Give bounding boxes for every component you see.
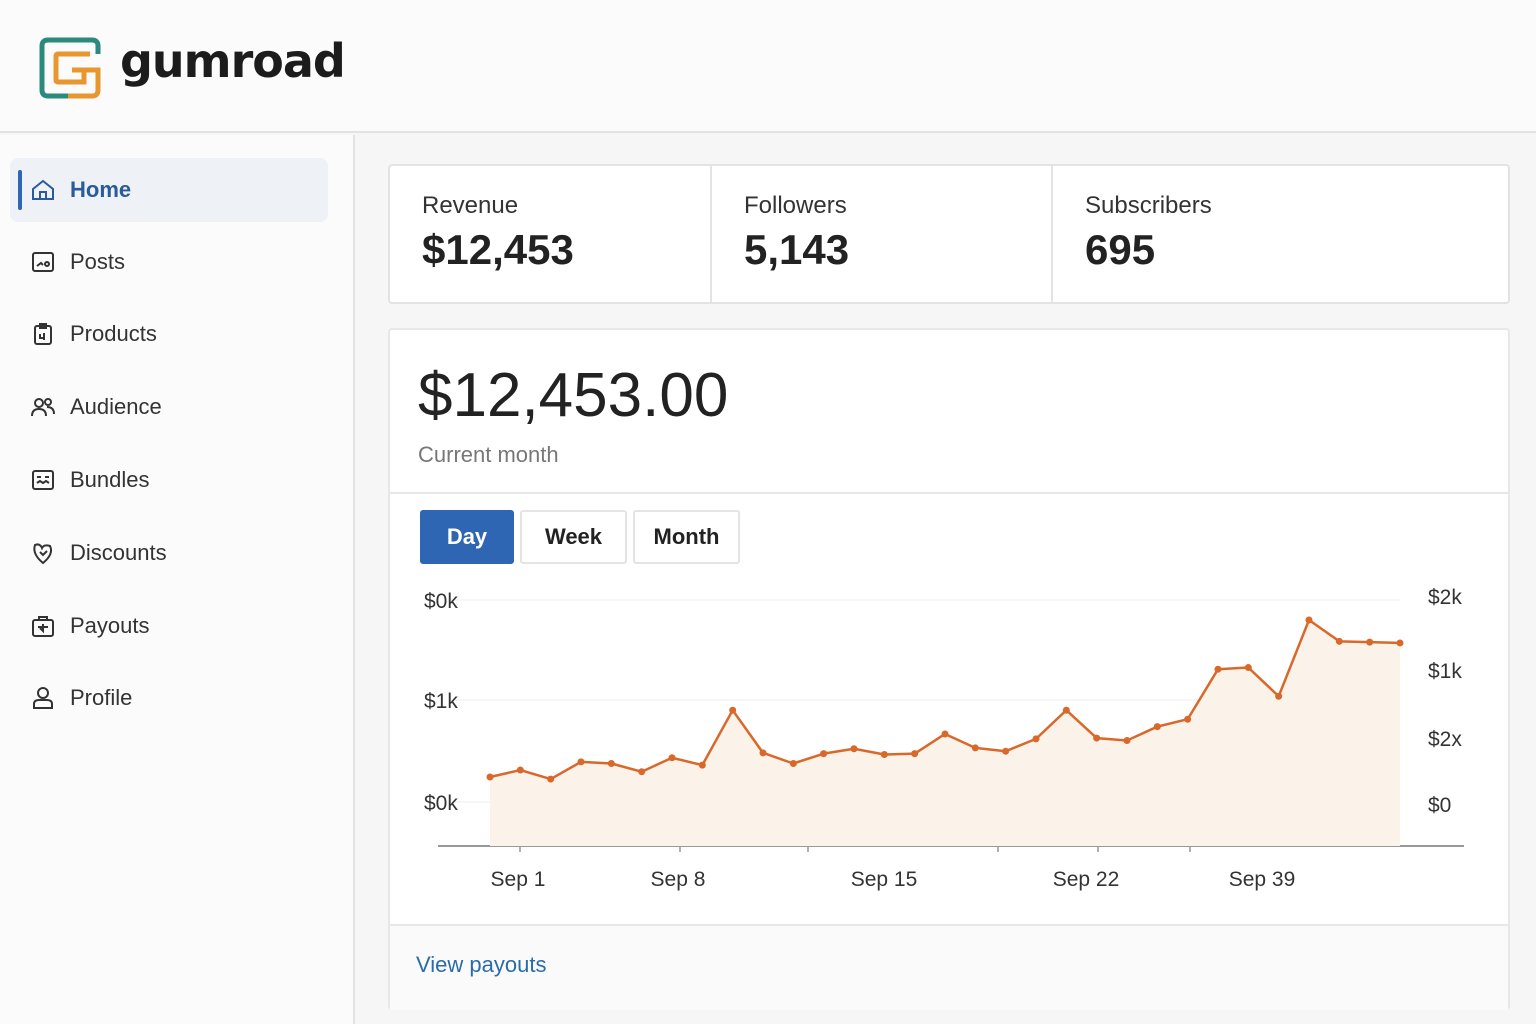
data-point (547, 775, 555, 783)
payouts-icon (30, 613, 56, 639)
data-point (941, 730, 949, 738)
data-point (729, 706, 737, 714)
data-point (1275, 692, 1283, 700)
stat-followers: Followers 5,143 (710, 166, 1051, 302)
view-payouts-link[interactable]: View payouts (416, 952, 547, 977)
data-point (607, 760, 615, 767)
data-point (1093, 734, 1101, 742)
sidebar-item-label: Audience (70, 394, 162, 419)
brand-name: gumroad (120, 34, 346, 88)
data-point (1244, 664, 1252, 672)
products-icon (30, 321, 56, 347)
data-point (911, 750, 919, 758)
series-area (490, 620, 1400, 846)
data-point (820, 750, 828, 758)
stat-revenue: Revenue $12,453 (390, 166, 710, 302)
divider (390, 492, 1508, 494)
x-tick-label: Sep 15 (851, 868, 918, 891)
stat-label: Revenue (422, 192, 519, 219)
revenue-amount: $12,453.00 (418, 361, 729, 430)
data-point (638, 768, 646, 776)
data-point (486, 773, 494, 781)
bundles-icon (30, 467, 56, 493)
data-point (577, 758, 585, 766)
data-point (1396, 639, 1404, 647)
data-point (1335, 637, 1343, 645)
sidebar-item-label: Posts (70, 249, 126, 274)
tab-week[interactable]: Week (520, 510, 627, 564)
posts-icon (30, 249, 56, 275)
revenue-chart: $0k $1k $0k $2k $1k $2x $0 Sep 1 Sep 8 Sep 15 Sep … (424, 586, 1464, 891)
stat-label: Followers (744, 192, 847, 219)
stat-value: 5,143 (744, 226, 850, 273)
data-point (516, 766, 524, 774)
stat-subscribers: Subscribers 695 (1051, 166, 1508, 302)
sidebar-item-products[interactable]: Products (10, 302, 328, 366)
sidebar-item-label: Profile (70, 685, 133, 710)
stat-value: $12,453 (422, 226, 574, 273)
gumroad-logo-icon[interactable] (38, 36, 102, 100)
home-icon (30, 177, 56, 203)
discounts-icon (30, 540, 56, 566)
data-point (1002, 747, 1010, 755)
y-tick-label-right: $1k (1428, 660, 1462, 683)
sidebar-item-discounts[interactable]: Discounts (10, 521, 328, 585)
sidebar-item-posts[interactable]: Posts (10, 230, 328, 294)
sidebar-item-label: Payouts (70, 613, 150, 638)
x-tick-label: Sep 1 (491, 868, 546, 891)
data-point (1123, 737, 1131, 745)
tab-day[interactable]: Day (420, 510, 514, 564)
divider (390, 924, 1508, 926)
stat-label: Subscribers (1085, 192, 1212, 219)
y-tick-label-left: $0k (424, 590, 458, 613)
data-point (668, 754, 676, 762)
data-point (1184, 715, 1192, 723)
data-point (971, 744, 979, 752)
sidebar-item-label: Home (70, 177, 132, 202)
x-tick-label: Sep 39 (1229, 868, 1296, 891)
sidebar-item-label: Products (70, 321, 157, 346)
data-point (1214, 665, 1222, 673)
data-point (759, 749, 767, 757)
revenue-panel: $12,453.00 Current month Day Week Month … (388, 328, 1510, 1010)
tab-month[interactable]: Month (633, 510, 740, 564)
sidebar-item-audience[interactable]: Audience (10, 375, 328, 439)
sidebar-item-bundles[interactable]: Bundles (10, 448, 328, 512)
data-point (850, 745, 858, 753)
app-header: gumroad (0, 0, 1536, 133)
stats-bar: Revenue $12,453 Followers 5,143 Subscrib… (388, 164, 1510, 304)
y-tick-label-right: $2k (1428, 586, 1462, 609)
x-tick-label: Sep 8 (651, 868, 706, 891)
profile-icon (30, 685, 56, 711)
audience-icon (30, 394, 56, 420)
y-tick-label-left: $0k (424, 792, 458, 815)
data-point (1032, 735, 1040, 743)
data-point (789, 760, 797, 767)
data-point (1305, 616, 1313, 624)
y-tick-label-right: $2x (1428, 728, 1462, 751)
panel-footer: View payouts (390, 926, 1508, 1010)
sidebar: Home Posts Products Audience Bundles Dis… (0, 135, 355, 1024)
data-point (1062, 706, 1070, 714)
sidebar-item-home[interactable]: Home (10, 158, 328, 222)
y-tick-label-right: $0 (1428, 794, 1451, 817)
sidebar-item-profile[interactable]: Profile (10, 666, 328, 730)
data-point (1366, 638, 1374, 646)
revenue-period: Current month (418, 442, 559, 467)
y-tick-label-left: $1k (424, 690, 458, 713)
sidebar-item-label: Discounts (70, 540, 167, 565)
data-point (880, 750, 888, 758)
stat-value: 695 (1085, 226, 1156, 273)
x-tick-label: Sep 22 (1053, 868, 1120, 891)
data-point (1153, 723, 1161, 731)
data-point (698, 761, 706, 769)
sidebar-item-label: Bundles (70, 467, 150, 492)
sidebar-item-payouts[interactable]: Payouts (10, 594, 328, 658)
